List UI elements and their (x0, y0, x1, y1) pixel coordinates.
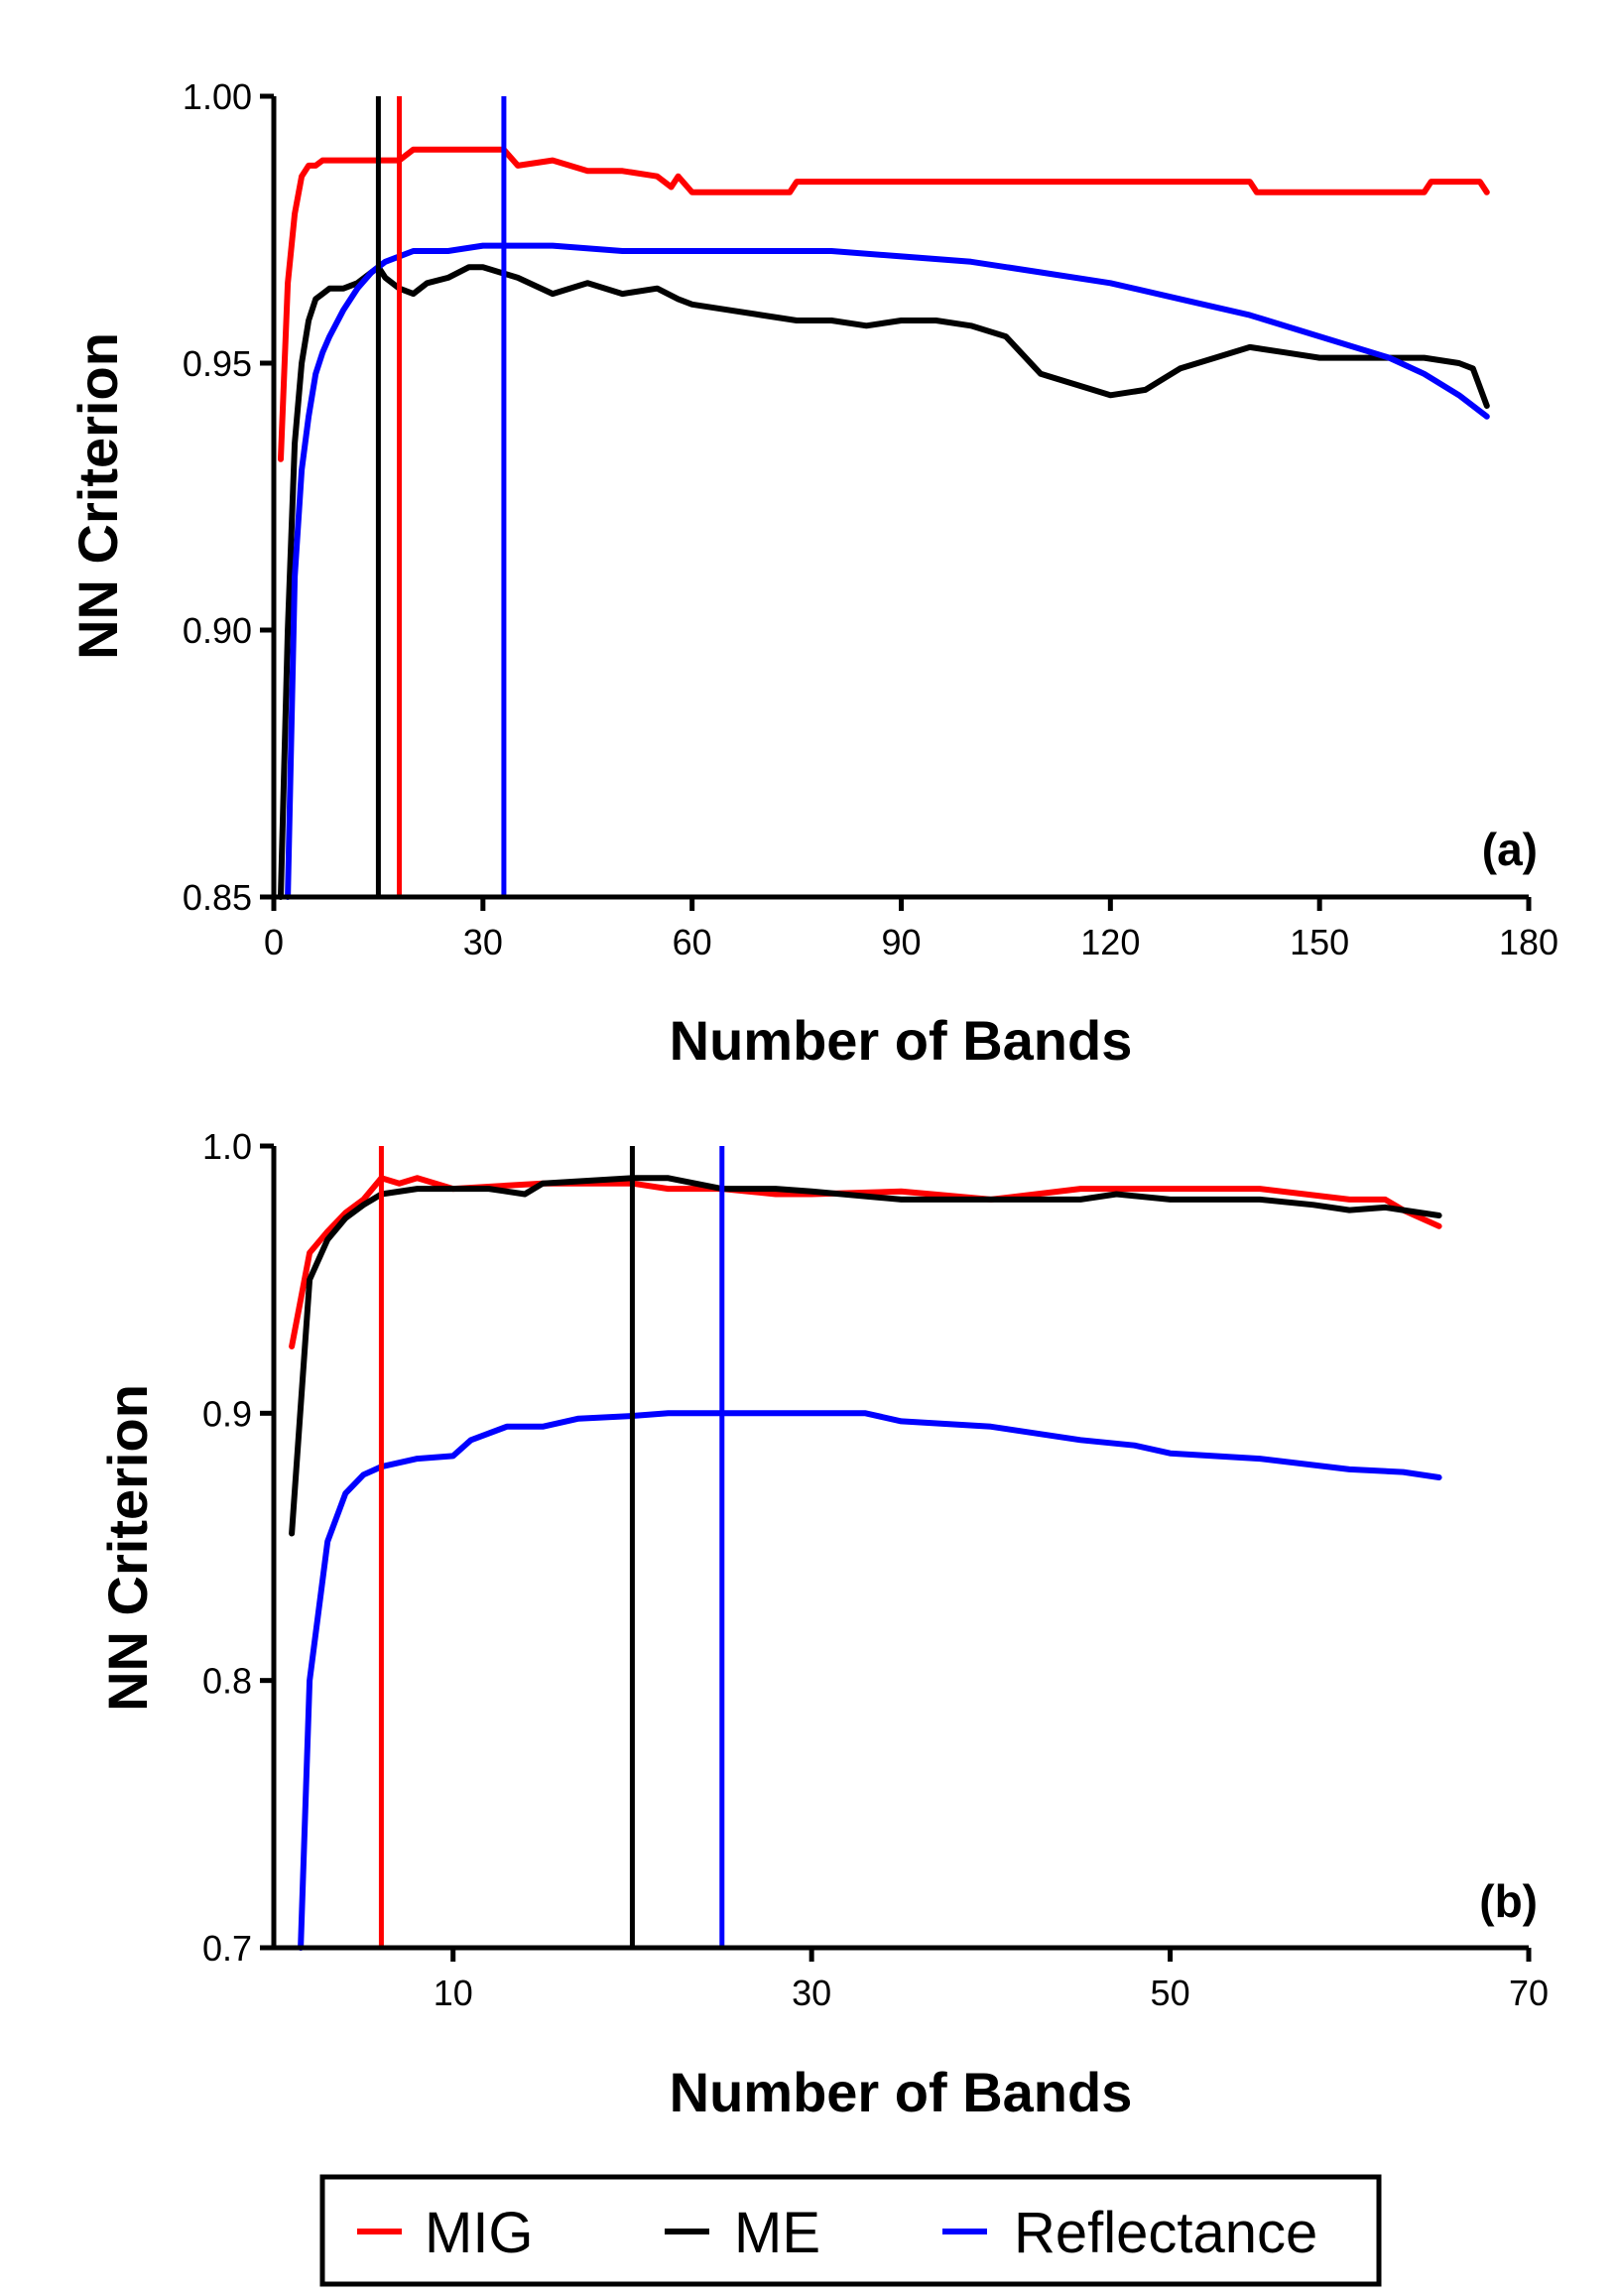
y-tick-label-a: 0.95 (183, 343, 252, 384)
panel-label-a: (a) (1482, 824, 1538, 875)
legend: MIG ME Reflectance (319, 2174, 1382, 2287)
x-tick-label-a: 90 (881, 922, 921, 962)
x-tick-label-b: 70 (1509, 1973, 1549, 2013)
series-line-mig-a (278, 146, 1490, 462)
x-tick-label-a: 120 (1080, 922, 1140, 962)
y-axis-title-a: NN Criterion (66, 332, 129, 660)
x-tick-label-b: 10 (434, 1973, 473, 2013)
y-tick-label-a: 0.90 (183, 610, 252, 651)
x-tick-label-a: 60 (673, 922, 712, 962)
x-tick-label-a: 150 (1290, 922, 1349, 962)
x-tick-label-b: 50 (1151, 1973, 1190, 2013)
series-line-reflectance-b (298, 1410, 1442, 1951)
panel-label-b: (b) (1479, 1875, 1538, 1927)
y-tick-label-a: 0.85 (183, 877, 252, 918)
x-axis-title-a: Number of Bands (670, 1009, 1133, 1072)
x-tick-label-a: 0 (264, 922, 284, 962)
x-tick-label-a: 30 (463, 922, 503, 962)
plot-area-b (289, 1146, 1442, 1951)
plot-area-a (278, 96, 1490, 900)
series-line-mig-b (289, 1175, 1442, 1349)
series-line-me-b (289, 1175, 1442, 1537)
y-tick-label-b: 1.0 (202, 1126, 252, 1167)
x-axis-title-b: Number of Bands (670, 2061, 1133, 2123)
y-axis-title-b: NN Criterion (96, 1384, 159, 1712)
legend-label-me: ME (734, 2201, 820, 2265)
series-line-reflectance-a (285, 242, 1490, 900)
x-tick-label-a: 180 (1499, 922, 1558, 962)
chart-panel-b: 10 30 50 70 0.7 0.8 0.9 1.0 NN Criterion Number… (96, 1126, 1549, 2123)
ticks-a: 0 30 60 90 120 150 180 0.85 0.90 0.95 1.00 (183, 76, 1558, 962)
legend-box (319, 2174, 1382, 2287)
legend-label-reflectance: Reflectance (1014, 2201, 1317, 2265)
y-tick-label-b: 0.9 (202, 1393, 252, 1434)
x-tick-label-b: 30 (792, 1973, 831, 2013)
chart-panel-a: 0 30 60 90 120 150 180 0.85 0.90 0.95 1.00 NN Crit… (66, 76, 1558, 1072)
y-tick-label-b: 0.8 (202, 1661, 252, 1702)
legend-label-mig: MIG (425, 2201, 534, 2265)
series-line-me-a (278, 264, 1490, 900)
y-tick-label-b: 0.7 (202, 1928, 252, 1969)
y-tick-label-a: 1.00 (183, 76, 252, 117)
ticks-b: 10 30 50 70 0.7 0.8 0.9 1.0 (202, 1126, 1549, 2013)
